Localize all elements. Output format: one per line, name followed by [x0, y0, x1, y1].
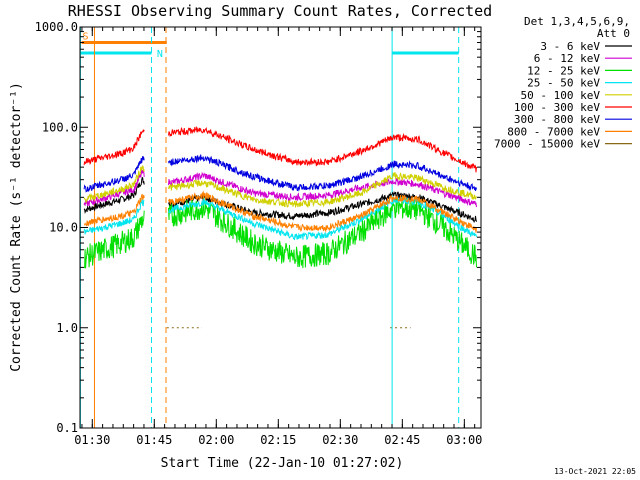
series-line-3 — [83, 196, 477, 241]
x-tick-label-1: 01:45 — [136, 433, 172, 447]
y-tick-label-0: 1000.0 — [35, 20, 78, 34]
y-tick-label-1: 100.0 — [42, 120, 78, 134]
tick-layer: 1000.0 100.0 10.0 1.0 0.101:30 01:45 02:00 02:1… — [35, 20, 483, 447]
series-line-2 — [83, 196, 477, 269]
plot-frame — [79, 26, 482, 429]
series-line-7 — [84, 190, 477, 233]
legend-label-4: 50 - 100 keV — [521, 89, 601, 102]
legend-label-3: 25 - 50 keV — [527, 77, 600, 90]
y-tick-label-3: 1.0 — [56, 321, 78, 335]
legend-label-8: 7000 - 15000 keV — [494, 138, 600, 151]
series-line-5 — [83, 125, 477, 173]
y-axis-label: Corrected Count Rate (s⁻¹ detector⁻¹) — [9, 82, 24, 372]
legend-header-line-1: Det 1,3,4,5,6,9, — [524, 15, 630, 28]
series-line-6 — [83, 154, 477, 193]
x-tick-label-3: 02:15 — [260, 433, 296, 447]
legend-label-6: 300 - 800 keV — [514, 113, 600, 126]
legend-header-line-2: Att 0 — [597, 27, 630, 40]
timestamp: 13-Oct-2021 22:05 — [554, 467, 636, 476]
flag-marker-0: S — [82, 32, 88, 43]
x-tick-label-4: 02:30 — [322, 433, 358, 447]
x-tick-label-6: 03:00 — [446, 433, 482, 447]
flag-layer: SN — [80, 32, 459, 329]
series-line-4 — [83, 164, 477, 209]
y-tick-label-2: 10.0 — [49, 221, 78, 235]
x-tick-label-2: 02:00 — [198, 433, 234, 447]
x-tick-label-5: 02:45 — [384, 433, 420, 447]
series-layer — [83, 125, 477, 269]
flag-marker-1: N — [157, 49, 163, 60]
legend-label-1: 6 - 12 keV — [534, 52, 601, 65]
legend-label-0: 3 - 6 keV — [540, 40, 600, 53]
x-tick-label-0: 01:30 — [74, 433, 110, 447]
chart-title: RHESSI Observing Summary Count Rates, Co… — [68, 2, 492, 20]
legend-label-7: 800 - 7000 keV — [507, 125, 600, 138]
legend-label-5: 100 - 300 keV — [514, 101, 600, 114]
y-tick-label-4: 0.1 — [56, 421, 78, 435]
legend-label-2: 12 - 25 keV — [527, 64, 600, 77]
x-axis-label: Start Time (22-Jan-10 01:27:02) — [161, 456, 404, 471]
